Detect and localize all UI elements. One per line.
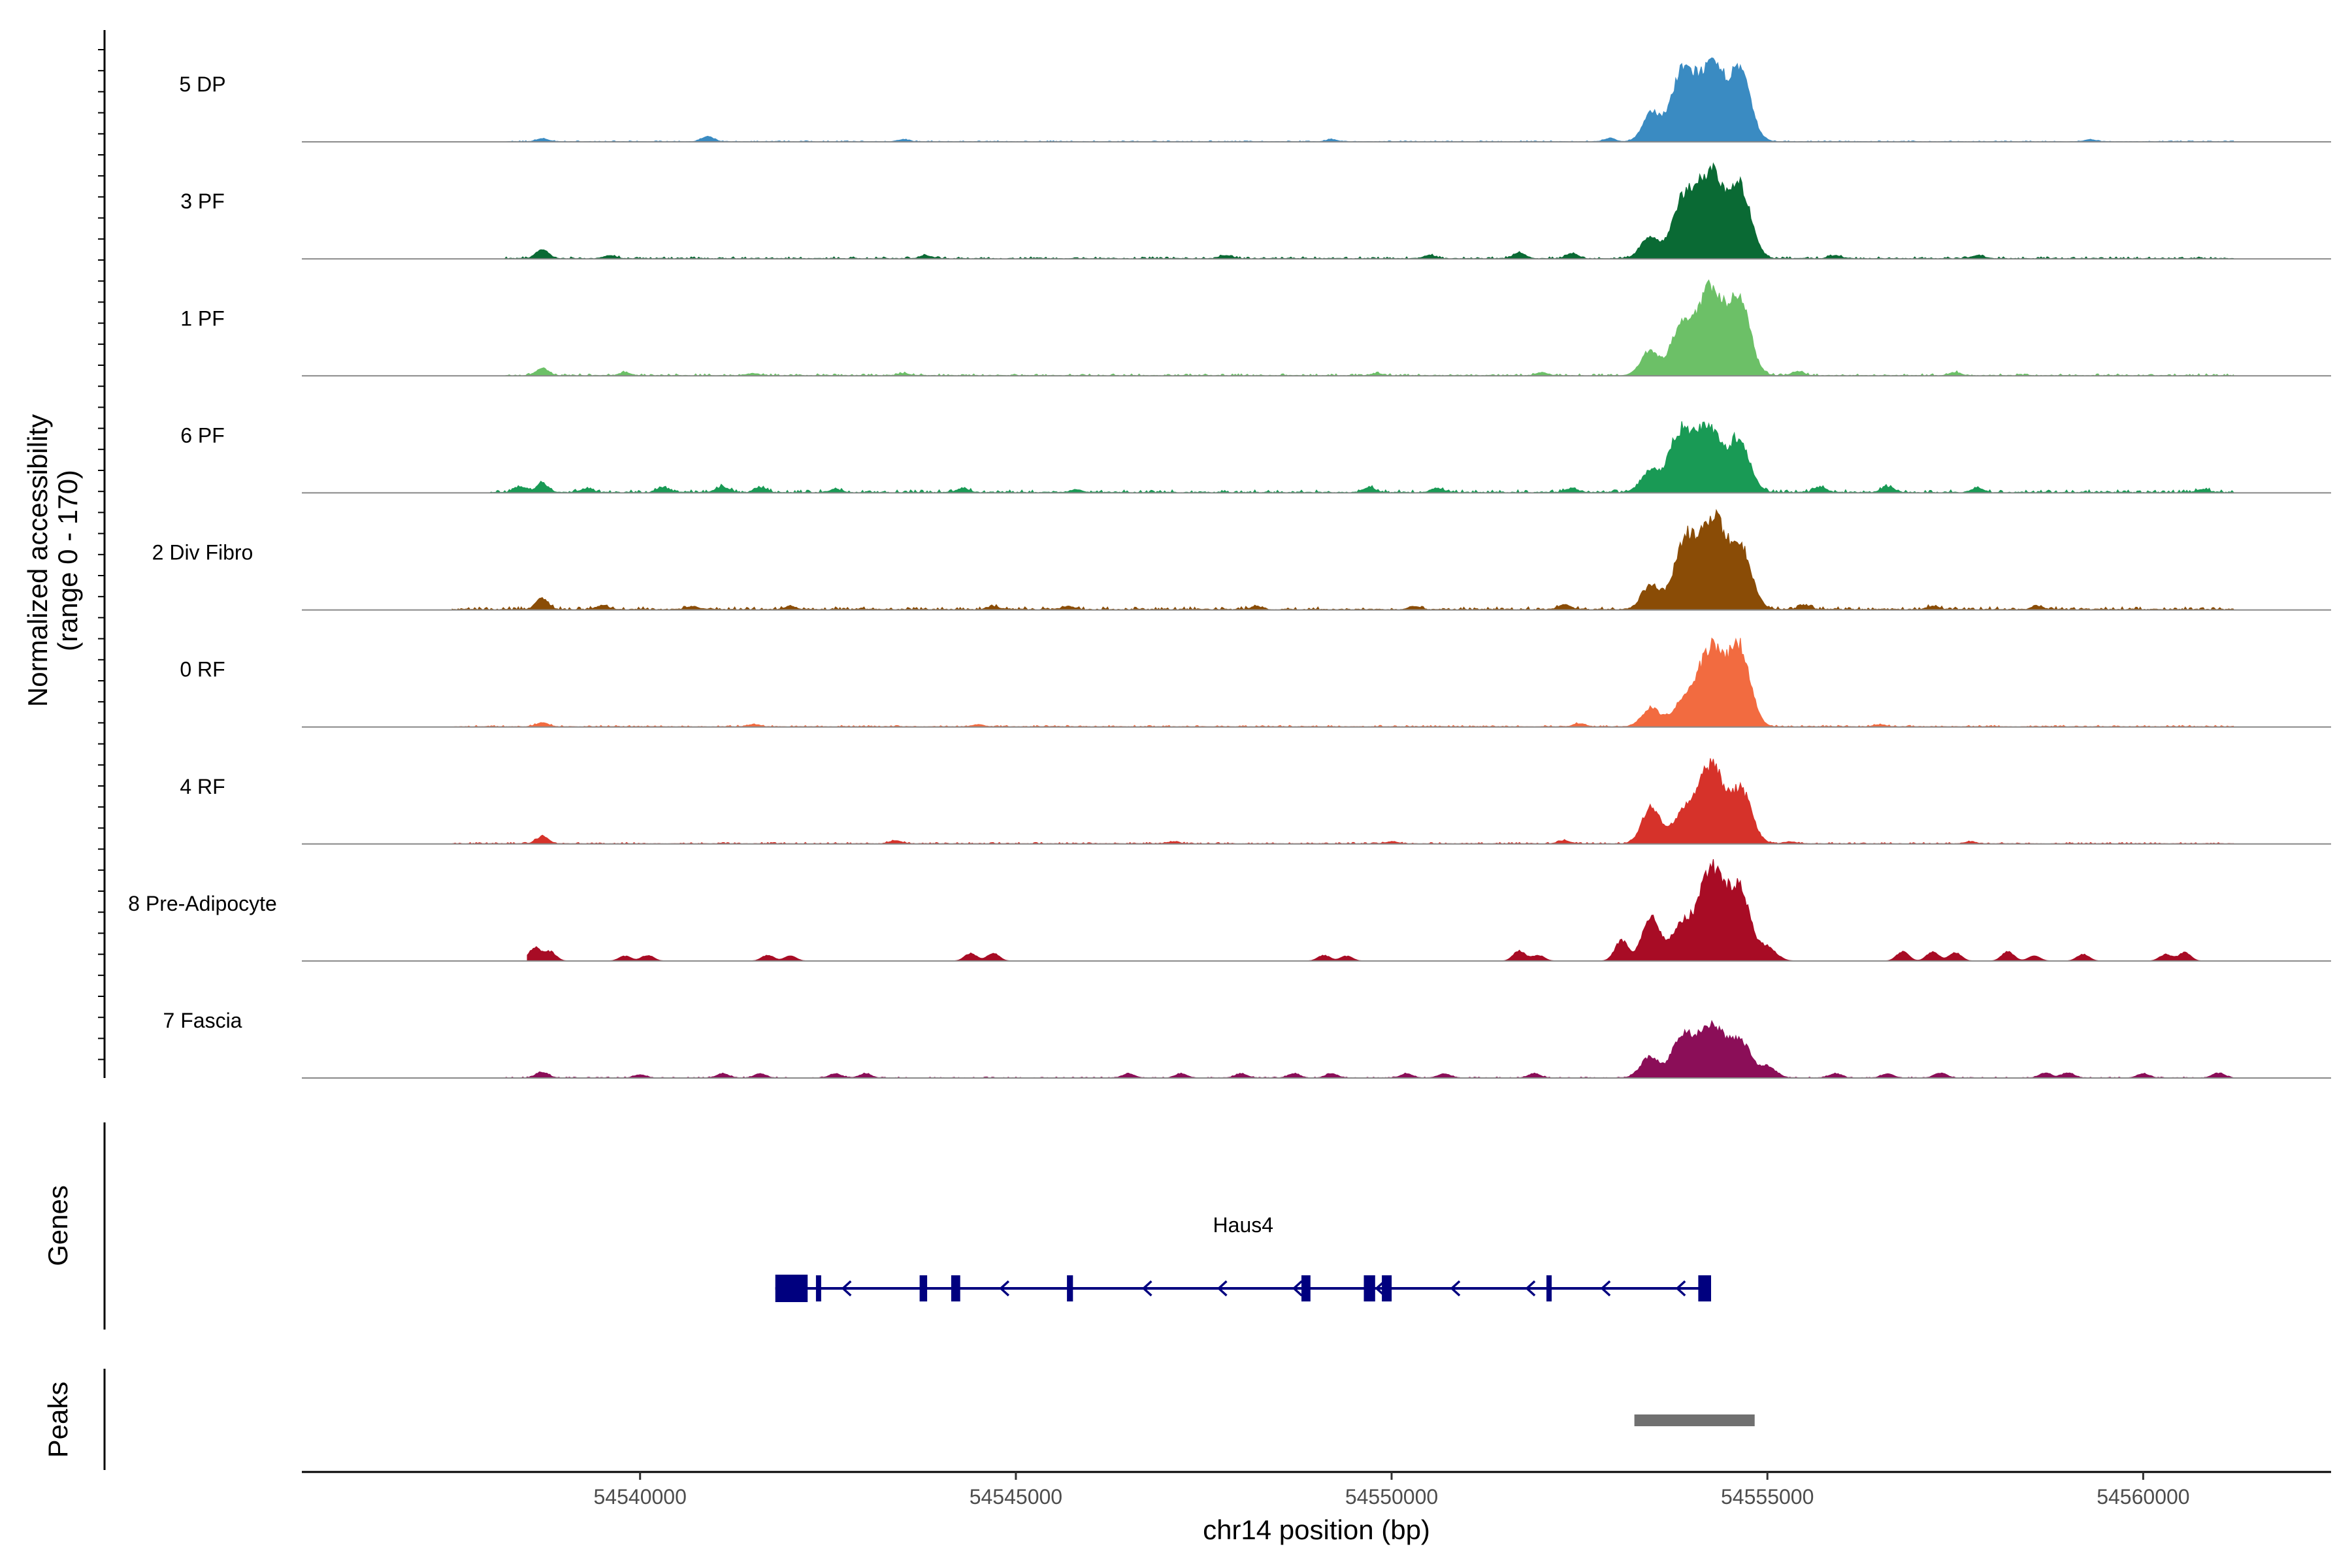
track-5: 2 Div Fibro: [152, 508, 2331, 611]
strand-arrow: [841, 1280, 852, 1297]
gene-exon: [1546, 1275, 1552, 1301]
y-axis-subtitle: (range 0 - 170): [52, 470, 83, 651]
track-label: 4 RF: [180, 775, 225, 798]
strand-arrow: [1375, 1280, 1386, 1297]
coverage-area: [504, 279, 2234, 377]
genes-axis-title: Genes: [42, 1185, 73, 1266]
track-4: 6 PF: [180, 421, 2331, 494]
strand-arrow: [1675, 1280, 1686, 1297]
strand-arrow: [1525, 1280, 1536, 1297]
gene-exon: [951, 1275, 960, 1301]
track-2: 3 PF: [180, 162, 2331, 260]
track-label: 3 PF: [180, 189, 225, 213]
coverage-area: [451, 758, 2234, 845]
coverage-area: [489, 421, 2234, 494]
gene-exon: [815, 1275, 821, 1301]
x-tick-label: 54555000: [1721, 1485, 1814, 1509]
track-9: 7 Fascia: [163, 1009, 2331, 1079]
coverage-area: [527, 859, 2309, 962]
gene-exon: [1301, 1275, 1311, 1301]
gene-exon: [1698, 1275, 1711, 1301]
peaks-axis-title: Peaks: [42, 1382, 73, 1458]
strand-arrow: [1217, 1280, 1228, 1297]
track-6: 0 RF: [180, 637, 2331, 728]
x-tick-label: 54550000: [1345, 1485, 1438, 1509]
gene-exon: [919, 1275, 928, 1301]
strand-arrow: [1600, 1280, 1611, 1297]
strand-arrow: [999, 1280, 1010, 1297]
track-1: 5 DP: [179, 57, 2331, 143]
coverage-area: [504, 1019, 2234, 1079]
track-label: 7 Fascia: [163, 1009, 242, 1032]
track-label: 1 PF: [180, 306, 225, 330]
x-axis-title: chr14 position (bp): [1203, 1514, 1430, 1545]
gene-exon: [1067, 1275, 1073, 1301]
x-ticks: 54540000 54545000 54550000 54555000 54560000: [594, 1472, 2190, 1509]
x-axis: 54540000 54545000 54550000 54555000 54560000…: [302, 1471, 2331, 1545]
peak-region: [1634, 1414, 1755, 1426]
x-tick-label: 54545000: [970, 1485, 1062, 1509]
gene-model: Haus4: [775, 1213, 1711, 1302]
strand-arrow: [1292, 1280, 1303, 1297]
gene-models: Haus4: [775, 1213, 1711, 1302]
track-label: 2 Div Fibro: [152, 541, 253, 564]
track-label: 6 PF: [180, 423, 225, 447]
peak-regions: [1634, 1414, 1755, 1426]
x-tick-label: 54560000: [2097, 1485, 2189, 1509]
left-axis: [98, 30, 106, 1078]
peaks-panel: Peaks: [42, 1369, 1755, 1470]
y-axis-title: Normalized accessibility: [22, 414, 53, 707]
gene-exon: [1382, 1275, 1392, 1301]
gene-name: Haus4: [1213, 1213, 1274, 1237]
coverage-area: [504, 57, 2234, 142]
track-label: 0 RF: [180, 658, 225, 681]
gene-exon: [775, 1275, 808, 1302]
gene-exon: [1364, 1275, 1375, 1301]
coverage-area: [451, 508, 2234, 611]
strand-arrow: [1141, 1280, 1152, 1297]
genes-panel: Genes Haus4: [42, 1122, 1711, 1330]
coverage-area: [451, 637, 2234, 728]
coverage-tracks: 5 DP 3 PF 1 PF 6 PF 2 Div Fibro 0 RF 4 RF 8 Pre…: [128, 57, 2331, 1079]
track-7: 4 RF: [180, 758, 2331, 845]
strand-arrow: [1450, 1280, 1461, 1297]
track-3: 1 PF: [180, 279, 2331, 377]
coverage-area: [504, 162, 2234, 260]
track-8: 8 Pre-Adipocyte: [128, 859, 2331, 962]
track-label: 5 DP: [179, 73, 225, 96]
track-label: 8 Pre-Adipocyte: [128, 892, 277, 915]
x-tick-label: 54540000: [594, 1485, 687, 1509]
